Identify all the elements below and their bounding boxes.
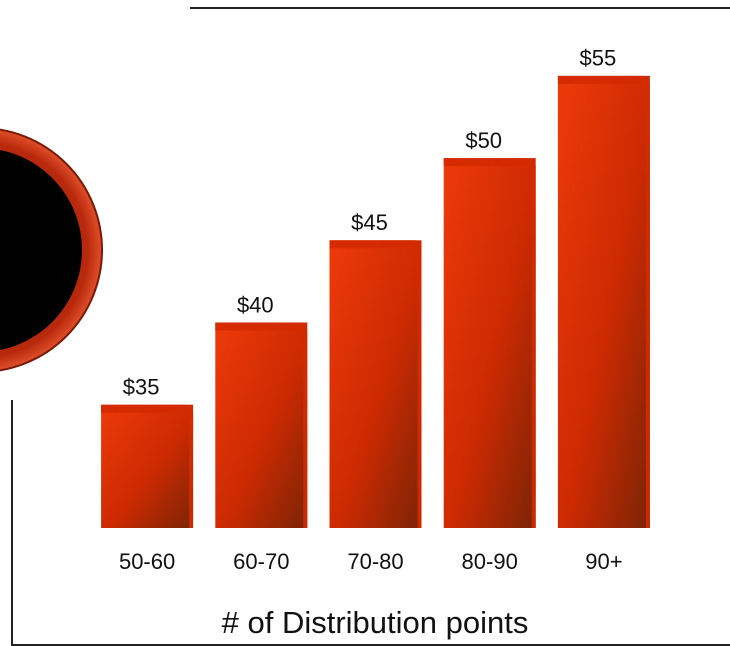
value-label: $55 <box>580 46 617 71</box>
value-label: $35 <box>123 375 160 400</box>
x-tick-label: 50-60 <box>119 549 175 574</box>
bar <box>101 404 194 528</box>
value-label: $50 <box>465 128 502 153</box>
x-tick-label: 80-90 <box>462 549 518 574</box>
x-axis-title: # of Distribution points <box>222 605 529 640</box>
bar <box>329 240 422 528</box>
value-label: $40 <box>237 292 274 317</box>
x-tick-label: 60-70 <box>233 549 289 574</box>
plot-area: $35 50-60 $40 60-70 $45 70-80 $50 80-90 $55 90+ <box>101 46 650 574</box>
bar <box>443 158 536 528</box>
badge-center <box>0 150 82 350</box>
bar <box>215 322 308 528</box>
x-tick-label: 70-80 <box>347 549 403 574</box>
x-tick-label: 90+ <box>585 549 622 574</box>
bar <box>557 75 650 529</box>
value-label: $45 <box>351 210 388 235</box>
